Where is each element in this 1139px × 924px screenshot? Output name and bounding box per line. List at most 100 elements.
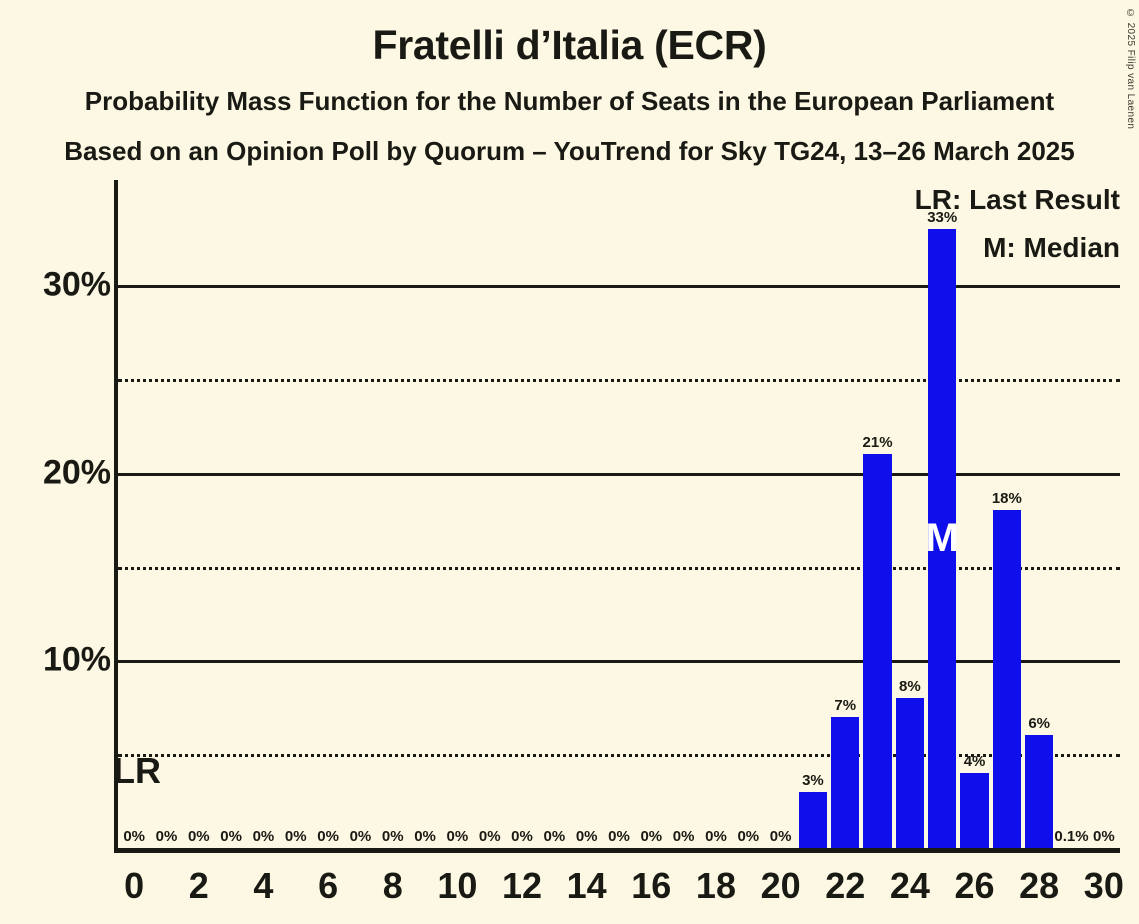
bar-value-label-seat-10: 0%: [446, 828, 469, 845]
bar-value-label-seat-16: 0%: [640, 828, 663, 845]
bar-seat-21[interactable]: [798, 791, 828, 848]
x-axis-tick-26: 26: [954, 865, 995, 906]
copyright-notice: © 2025 Filip van Laenen: [1125, 8, 1136, 130]
bar-slot-seat-17: 0%: [667, 180, 699, 848]
bar-value-label-seat-20: 0%: [769, 828, 792, 845]
gridline-major-20: [118, 472, 1120, 476]
bar-value-label-seat-25: 33%: [927, 208, 958, 226]
bar-slot-seat-19: 0%: [732, 180, 764, 848]
gridline-minor-15: [118, 566, 1120, 570]
bar-slot-seat-0: 0%: [118, 180, 150, 848]
bar-slot-seat-12: 0%: [506, 180, 538, 848]
bar-value-label-seat-29: 0.1%: [1054, 828, 1089, 845]
bar-value-label-seat-26: 4%: [963, 752, 986, 770]
x-axis-tick-24: 24: [889, 865, 930, 906]
x-axis-tick-18: 18: [695, 865, 736, 906]
gridline-major-10: [118, 660, 1120, 664]
bar-value-label-seat-27: 18%: [991, 490, 1022, 508]
chart-subtitle: Probability Mass Function for the Number…: [84, 86, 1055, 116]
bar-value-label-seat-19: 0%: [737, 828, 760, 845]
gridline-minor-5: [118, 754, 1120, 758]
bar-value-label-seat-15: 0%: [608, 828, 630, 845]
bar-value-label-seat-3: 0%: [220, 828, 242, 845]
bar-slot-seat-5: 0%: [280, 180, 312, 848]
x-axis-line: [114, 848, 1120, 853]
bar-slot-seat-30: 0%: [1088, 180, 1120, 848]
bar-slot-seat-4: 0%: [247, 180, 279, 848]
x-axis-tick-16: 16: [631, 865, 672, 906]
x-axis-tick-10: 10: [437, 865, 478, 906]
bar-slot-seat-27: 18%: [991, 180, 1023, 848]
bar-value-label-seat-6: 0%: [317, 828, 339, 845]
page-title: Fratelli d’Italia (ECR): [372, 22, 767, 68]
bar-value-label-seat-28: 6%: [1028, 715, 1051, 733]
legend-last-result: LR: Last Result: [914, 184, 1120, 215]
bar-seat-28[interactable]: [1025, 735, 1054, 848]
plot-area: 10% 20% 30% 0% 0% 0% 0% 0% 0% 0% 0% 0% 0% 0% 0% 0% 0% 0%…: [43, 180, 1120, 853]
x-axis-tick-2: 2: [188, 865, 209, 906]
bar-value-label-seat-18: 0%: [705, 828, 727, 845]
bar-slot-seat-14: 0%: [571, 180, 603, 848]
bar-slot-seat-7: 0%: [344, 180, 376, 848]
bar-value-label-seat-11: 0%: [478, 828, 501, 845]
bar-value-label-seat-17: 0%: [672, 828, 695, 845]
bar-value-label-seat-13: 0%: [543, 828, 566, 845]
bar-value-label-seat-22: 7%: [834, 696, 857, 714]
bar-series: 0% 0% 0% 0% 0% 0% 0% 0% 0% 0% 0% 0% 0% 0% 0% 0% 0% 0% 0% 0%…: [118, 180, 1120, 848]
chart-source-line: Based on an Opinion Poll by Quorum – You…: [64, 136, 1075, 166]
bar-slot-seat-6: 0%: [312, 180, 344, 848]
bar-value-label-seat-7: 0%: [349, 828, 372, 845]
x-axis-tick-12: 12: [502, 865, 543, 906]
bar-slot-seat-25: 33% M: [925, 180, 959, 848]
bar-slot-seat-18: 0%: [700, 180, 732, 848]
bar-seat-25[interactable]: [928, 228, 957, 848]
bar-slot-seat-23: 21%: [861, 180, 893, 848]
bar-value-label-seat-23: 21%: [862, 433, 893, 451]
bar-value-label-seat-21: 3%: [802, 771, 824, 789]
bar-slot-seat-2: 0%: [183, 180, 215, 848]
bar-value-label-seat-2: 0%: [187, 828, 210, 845]
bar-slot-seat-1: 0%: [150, 180, 182, 848]
median-marker: M: [925, 516, 959, 561]
y-axis-line: [114, 180, 118, 848]
bar-slot-seat-20: 0%: [764, 180, 796, 848]
x-axis-tick-8: 8: [382, 865, 403, 906]
bar-seat-26[interactable]: [960, 772, 989, 848]
gridline-minor-25: [118, 378, 1120, 382]
bar-value-label-seat-4: 0%: [252, 828, 275, 845]
bar-slot-seat-22: 7%: [829, 180, 861, 848]
bar-seat-22[interactable]: [831, 716, 860, 848]
bar-slot-seat-29: 0.1%: [1054, 180, 1089, 848]
bar-value-label-seat-12: 0%: [511, 828, 533, 845]
x-axis-tick-22: 22: [825, 865, 866, 906]
y-axis-label-30: 30%: [42, 265, 111, 304]
bar-slot-seat-28: 6%: [1023, 180, 1055, 848]
x-axis-tick-0: 0: [124, 865, 145, 906]
bar-slot-seat-24: 8%: [894, 180, 926, 848]
bar-slot-seat-21: 3%: [797, 180, 829, 848]
bar-slot-seat-3: 0%: [215, 180, 247, 848]
x-axis-tick-28: 28: [1019, 865, 1060, 906]
bar-value-label-seat-8: 0%: [381, 828, 404, 845]
x-axis-tick-6: 6: [318, 865, 339, 906]
bar-value-label-seat-30: 0%: [1092, 828, 1115, 845]
bar-value-label-seat-9: 0%: [414, 828, 436, 845]
x-axis-labels: 0 2 4 6 8 10 12 14 16 18 20 22 24 26 28 30: [118, 865, 1124, 915]
bar-slot-seat-26: 4%: [958, 180, 990, 848]
bar-slot-seat-8: 0%: [377, 180, 409, 848]
bar-value-label-seat-24: 8%: [899, 677, 921, 695]
x-axis-tick-4: 4: [253, 865, 274, 906]
bar-slot-seat-11: 0%: [474, 180, 506, 848]
bar-value-label-seat-0: 0%: [123, 828, 145, 845]
gridline-major-30: [118, 285, 1120, 289]
x-axis-tick-14: 14: [566, 865, 607, 906]
legend-median: M: Median: [983, 232, 1120, 263]
bar-seat-24[interactable]: [895, 697, 925, 848]
bar-slot-seat-9: 0%: [409, 180, 441, 848]
bar-seat-23[interactable]: [863, 453, 892, 848]
bar-slot-seat-13: 0%: [538, 180, 570, 848]
bar-seat-27[interactable]: [992, 510, 1022, 848]
bar-slot-seat-10: 0%: [441, 180, 473, 848]
bar-value-label-seat-14: 0%: [575, 828, 598, 845]
y-axis-label-10: 10%: [42, 640, 111, 679]
